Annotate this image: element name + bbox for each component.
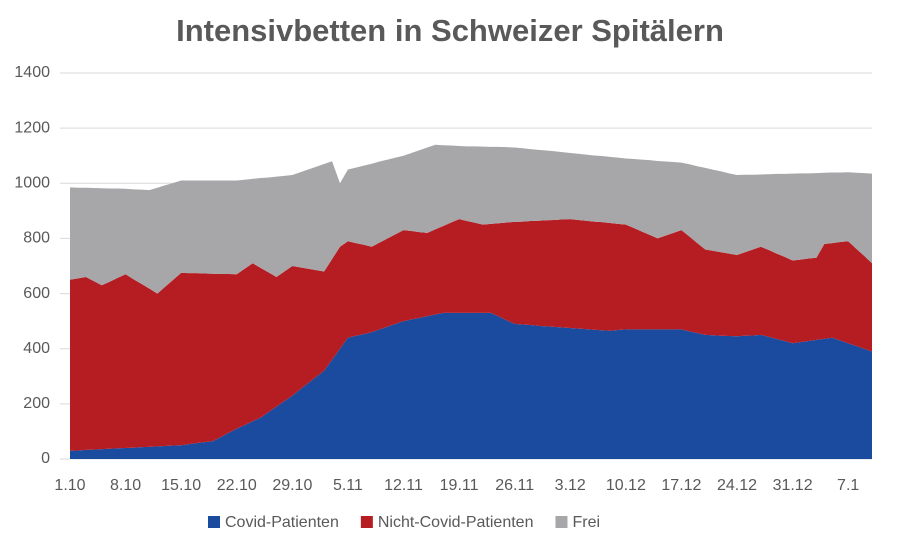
y-tick-label: 1200 <box>14 119 50 136</box>
x-tick-label: 5.11 <box>333 477 363 494</box>
area <box>70 312 872 459</box>
y-tick-label: 600 <box>23 285 50 302</box>
x-tick-label: 1.10 <box>54 477 85 494</box>
x-tick-label: 26.11 <box>495 477 534 494</box>
x-tick-label: 12.11 <box>384 477 423 494</box>
x-tick-label: 7.1 <box>837 477 859 494</box>
x-tick-label: 8.10 <box>110 477 141 494</box>
legend-swatch <box>208 516 220 528</box>
y-tick-label: 200 <box>23 395 50 412</box>
chart-title: Intensivbetten in Schweizer Spitälern <box>176 13 724 48</box>
x-tick-label: 19.11 <box>440 477 479 494</box>
y-tick-label: 400 <box>23 340 50 357</box>
x-tick-label: 10.12 <box>606 477 646 494</box>
legend-label: Frei <box>572 514 600 531</box>
legend-swatch <box>360 516 373 528</box>
legend-label: Nicht-Covid-Patienten <box>378 514 534 531</box>
legend-swatch <box>555 516 568 528</box>
x-tick-label: 24.12 <box>717 477 757 494</box>
y-tick-label: 1000 <box>14 175 50 192</box>
x-tick-label: 22.10 <box>217 477 257 494</box>
x-tick-label: 3.12 <box>555 477 586 494</box>
y-tick-label: 0 <box>41 450 50 467</box>
area <box>70 144 872 294</box>
x-tick-label: 17.12 <box>661 477 701 494</box>
area <box>70 219 872 451</box>
x-tick-label: 29.10 <box>272 477 312 494</box>
legend: Covid-Patienten Nicht-Covid-Patienten Frei <box>208 514 600 531</box>
y-tick-label: 800 <box>23 230 50 247</box>
x-tick-label: 31.12 <box>773 477 813 494</box>
y-tick-label: 1400 <box>14 64 50 81</box>
legend-label: Covid-Patienten <box>225 514 339 531</box>
x-tick-label: 15.10 <box>161 477 201 494</box>
